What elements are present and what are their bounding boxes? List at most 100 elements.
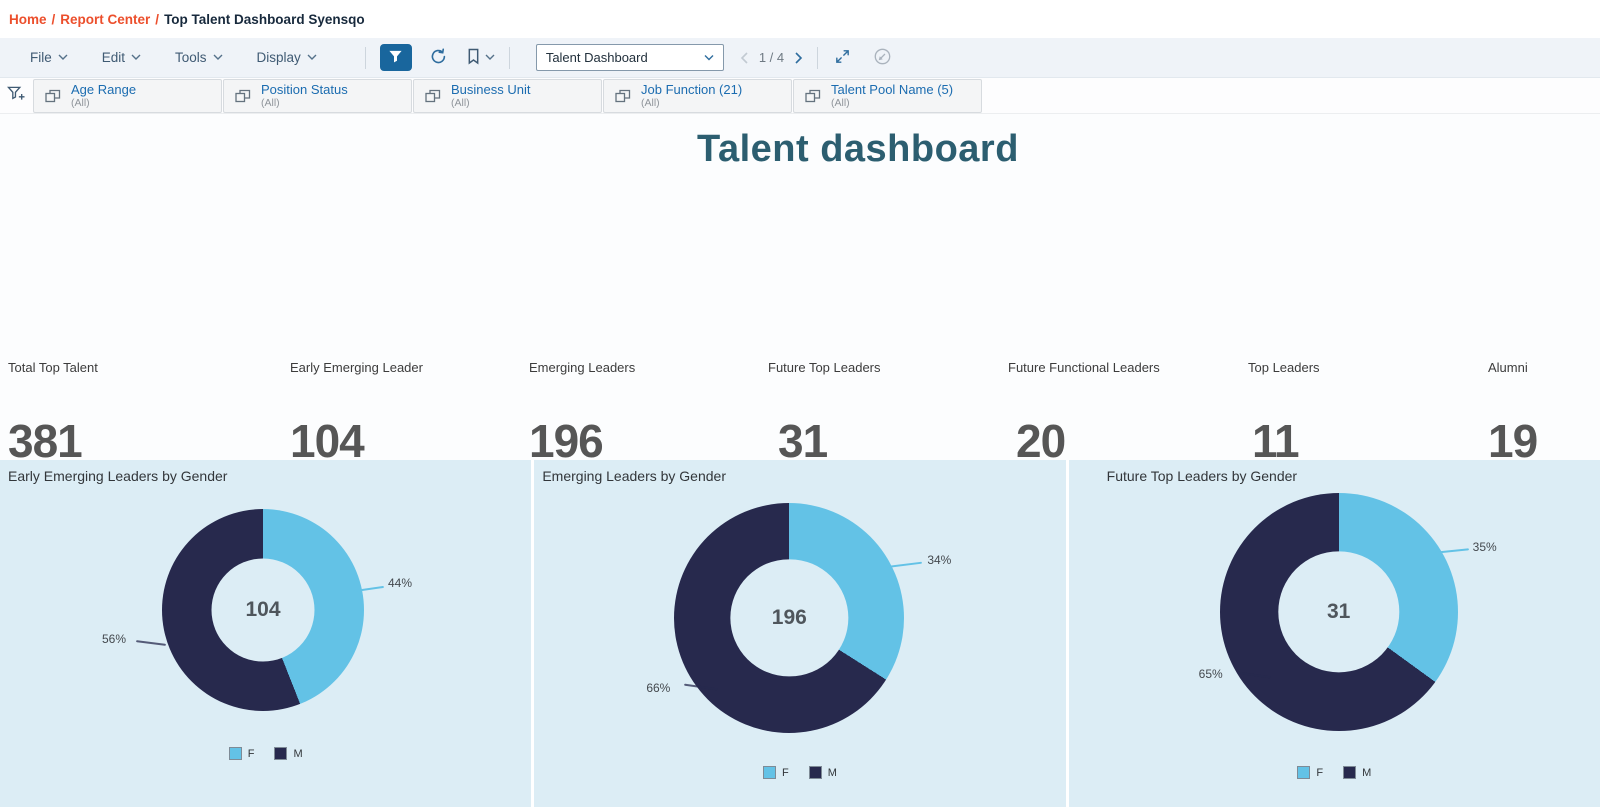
donut-chart[interactable]: 104	[162, 509, 364, 711]
filter-chip-job-function[interactable]: Job Function (21) (All)	[603, 79, 792, 113]
input-control-icon	[805, 89, 821, 103]
menu-display[interactable]: Display	[257, 50, 317, 65]
page-indicator: 1 / 4	[758, 50, 785, 65]
breadcrumb: Home / Report Center / Top Talent Dashbo…	[0, 0, 1600, 38]
slice-label-f: 34%	[927, 553, 952, 567]
legend-swatch-f	[228, 747, 242, 760]
input-control-icon	[615, 89, 631, 103]
bookmark-button[interactable]	[467, 48, 495, 68]
edit-button-disabled[interactable]	[873, 47, 892, 69]
legend-label-f: F	[1316, 766, 1324, 779]
charts-section: Early Emerging Leaders by Gender 104 44%…	[0, 460, 1600, 807]
filter-chip-label: Business Unit	[451, 82, 531, 98]
refresh-button[interactable]	[429, 47, 448, 69]
slice-label-f: 44%	[388, 576, 413, 590]
leader-line-m	[135, 640, 167, 646]
menu-tools[interactable]: Tools	[175, 50, 223, 65]
chevron-down-icon	[58, 54, 68, 61]
donut-hole	[211, 558, 315, 662]
filter-chip-talent-pool-name[interactable]: Talent Pool Name (5) (All)	[793, 79, 982, 113]
slice-label-f: 35%	[1472, 540, 1497, 554]
kpi-label: Early Emerging Leader	[290, 360, 423, 375]
filter-toggle-button[interactable]	[379, 44, 412, 71]
kpi-value: 19	[1488, 415, 1538, 467]
menu-tools-label: Tools	[175, 50, 207, 65]
kpi-value: 104	[290, 415, 365, 467]
kpi-label: Alumni	[1488, 360, 1528, 375]
filter-chip-age-range[interactable]: Age Range (All)	[33, 79, 222, 113]
legend-item-f[interactable]: F	[228, 747, 255, 760]
page-title: Talent dashboard	[697, 128, 1019, 170]
kpi-label: Top Leaders	[1248, 360, 1320, 375]
legend-item-m[interactable]: M	[808, 766, 837, 779]
legend-label-f: F	[247, 747, 255, 760]
previous-page-button[interactable]	[740, 51, 748, 64]
slice-label-m: 66%	[646, 681, 671, 695]
legend-item-f[interactable]: F	[1297, 766, 1323, 779]
chart-panel-early-emerging-leaders: Early Emerging Leaders by Gender 104 44%…	[0, 460, 532, 807]
edit-circle-icon	[873, 47, 892, 69]
chart-legend: F M	[0, 747, 531, 760]
chart-panel-emerging-leaders: Emerging Leaders by Gender 196 34% 66% F…	[534, 460, 1066, 807]
chevron-down-icon	[131, 54, 141, 61]
kpi-value: 31	[778, 415, 828, 467]
donut-total-label: 196	[771, 606, 807, 629]
breadcrumb-separator: /	[51, 11, 56, 27]
slice-label-m: 65%	[1198, 667, 1223, 681]
chart-title: Early Emerging Leaders by Gender	[8, 468, 228, 484]
donut-chart[interactable]: 196	[674, 503, 905, 733]
toolbar: File Edit Tools Display Talent Das	[0, 38, 1600, 78]
breadcrumb-separator: /	[155, 11, 160, 27]
filter-chip-position-status[interactable]: Position Status (All)	[223, 79, 412, 113]
donut-total-label: 31	[1326, 600, 1351, 623]
slice-label-m: 56%	[102, 632, 127, 646]
expand-icon	[834, 48, 851, 68]
filter-chip-label: Job Function (21)	[641, 82, 743, 98]
kpi-section: Talent dashboard Total Top Talent 381 Ea…	[0, 114, 1600, 467]
donut-hole	[730, 559, 848, 677]
legend-item-f[interactable]: F	[763, 766, 789, 779]
view-selector-dropdown[interactable]: Talent Dashboard	[535, 44, 724, 71]
next-page-button[interactable]	[795, 51, 803, 64]
menu-file[interactable]: File	[30, 50, 68, 65]
legend-swatch-m	[1343, 766, 1357, 779]
legend-label-m: M	[1362, 766, 1372, 779]
filter-chip-label: Age Range	[71, 82, 137, 98]
legend-label-m: M	[827, 766, 837, 779]
chart-panel-future-top-leaders: Future Top Leaders by Gender 31 35% 65% …	[1068, 460, 1600, 807]
toolbar-divider	[364, 46, 366, 69]
filter-chip-business-unit[interactable]: Business Unit (All)	[413, 79, 602, 113]
kpi-label: Future Top Leaders	[768, 360, 881, 375]
filter-chip-value: (All)	[451, 96, 470, 109]
breadcrumb-home-link[interactable]: Home	[9, 11, 47, 27]
filter-chip-label: Position Status	[261, 82, 348, 98]
kpi-value: 196	[529, 415, 604, 467]
breadcrumb-report-center-link[interactable]: Report Center	[60, 11, 151, 27]
toolbar-divider	[817, 46, 819, 69]
add-filter-icon	[7, 85, 26, 107]
expand-button[interactable]	[834, 48, 851, 68]
legend-item-m[interactable]: M	[274, 747, 303, 760]
filter-chip-value: (All)	[261, 96, 280, 109]
bookmark-icon	[467, 48, 480, 68]
legend-item-m[interactable]: M	[1343, 766, 1371, 779]
chevron-down-icon	[704, 54, 714, 61]
toolbar-divider	[508, 46, 510, 69]
donut-total-label: 104	[245, 598, 281, 621]
chart-legend: F M	[534, 766, 1065, 779]
filter-chip-value: (All)	[71, 96, 90, 109]
add-filter-button[interactable]	[0, 78, 33, 113]
kpi-label: Total Top Talent	[8, 360, 98, 375]
input-control-icon	[235, 89, 251, 103]
chart-title: Future Top Leaders by Gender	[1106, 468, 1298, 484]
filter-chip-label: Talent Pool Name (5)	[831, 82, 954, 98]
chart-title: Emerging Leaders by Gender	[542, 468, 726, 484]
legend-swatch-f	[763, 766, 777, 779]
donut-chart[interactable]: 31	[1219, 493, 1458, 731]
menu-edit[interactable]: Edit	[102, 50, 141, 65]
legend-label-m: M	[293, 747, 303, 760]
chevron-down-icon	[485, 54, 495, 61]
menu-edit-label: Edit	[101, 50, 126, 65]
view-selector-value: Talent Dashboard	[545, 50, 648, 65]
